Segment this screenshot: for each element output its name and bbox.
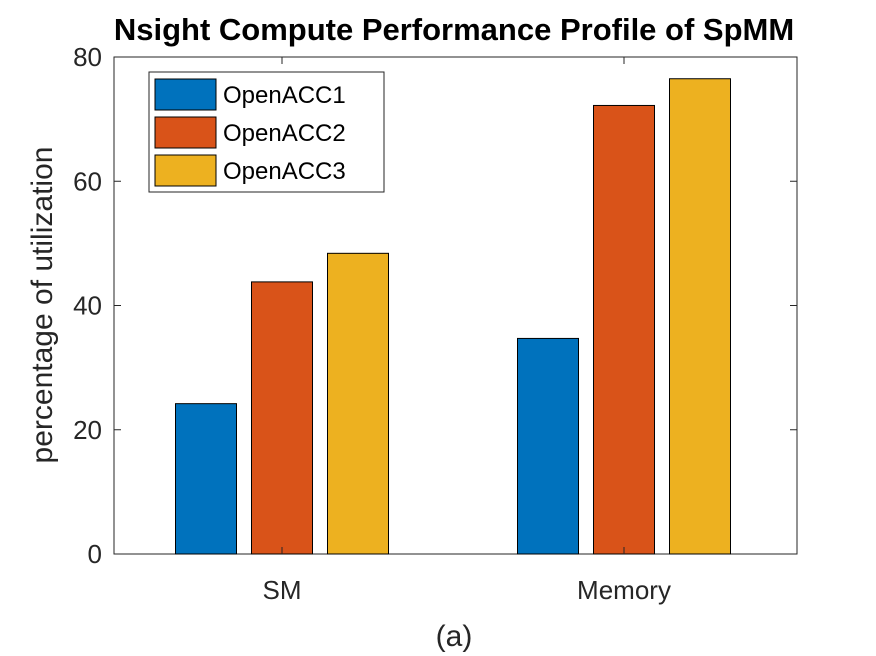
y-tick-label: 20 [73,415,102,445]
bar-openacc1-sm [175,403,237,555]
y-tick-label: 0 [88,539,102,569]
y-tick-label: 80 [73,42,102,72]
bar-openacc3-sm [327,252,389,555]
y-tick-label: 60 [73,166,102,196]
x-tick-label: SM [263,575,302,605]
legend-label-openacc3: OpenACC3 [223,158,346,185]
legend-swatch-openacc3 [154,154,217,187]
bars-group [175,78,731,555]
bar-openacc1-memory [517,337,579,555]
legend-label-openacc1: OpenACC1 [223,82,346,109]
legend-swatch-openacc2 [154,116,217,149]
figure-caption: (a) [436,620,473,653]
bar-openacc3-memory [669,78,731,555]
plot-area: 0 20 40 60 80 SM Memory [73,42,798,605]
bar-openacc2-sm [251,281,313,555]
legend-swatch-openacc1 [154,78,217,111]
y-tick-label: 40 [73,291,102,321]
bar-openacc2-memory [593,104,655,555]
legend-label-openacc2: OpenACC2 [223,120,346,147]
y-ticks: 0 20 40 60 80 [73,42,797,569]
x-tick-label: Memory [577,575,671,605]
x-ticks: SM Memory [263,57,671,605]
legend: OpenACC1 OpenACC2 OpenACC3 [148,71,385,193]
chart-title: Nsight Compute Performance Profile of Sp… [114,12,794,47]
y-axis-label: percentage of utilization [26,147,59,464]
